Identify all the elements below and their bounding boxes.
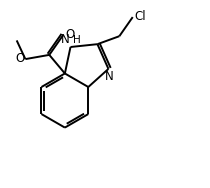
Text: N: N [105,70,114,83]
Text: H: H [73,35,80,45]
Text: O: O [65,28,74,41]
Text: O: O [15,52,24,65]
Text: Cl: Cl [134,10,146,23]
Text: N: N [61,33,70,46]
